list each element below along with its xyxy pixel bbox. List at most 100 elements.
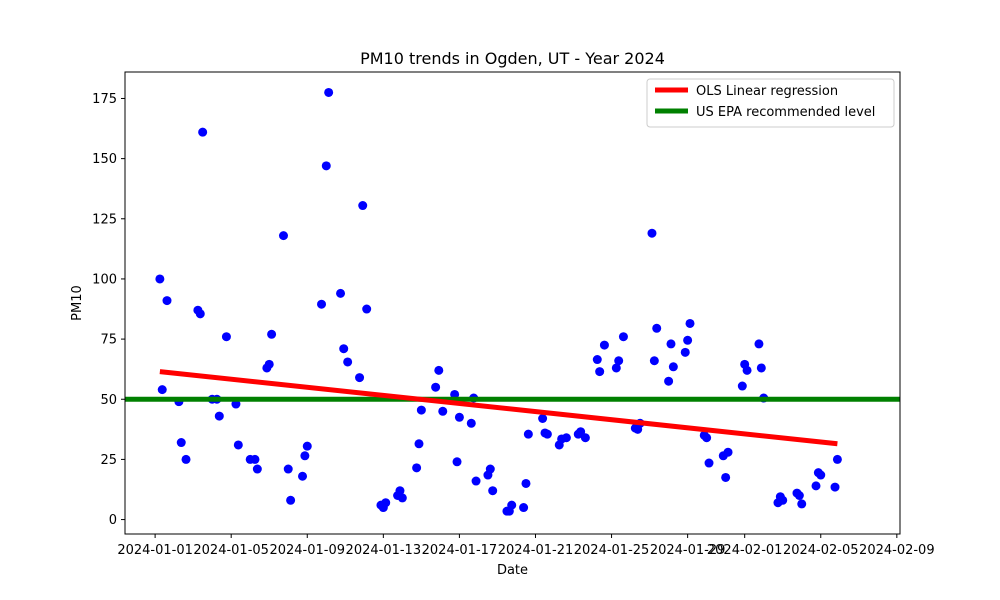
data-point [816, 470, 826, 480]
data-point [412, 463, 422, 473]
data-point [797, 499, 807, 509]
data-point [580, 433, 590, 443]
data-point [794, 491, 804, 500]
data-point [298, 471, 308, 481]
data-point [488, 486, 498, 496]
data-point [434, 365, 444, 375]
data-point [466, 418, 476, 428]
data-point [267, 329, 277, 339]
data-point [176, 438, 186, 448]
plot-frame [124, 71, 901, 535]
data-point [666, 339, 676, 349]
data-point [811, 481, 821, 491]
data-point [576, 427, 586, 437]
data-point [680, 347, 690, 357]
y-axis: 0 25 50 75 100 125 150 175 [92, 92, 125, 528]
data-point [286, 495, 296, 505]
data-point [614, 356, 624, 366]
data-point [454, 412, 464, 422]
data-point [832, 454, 842, 464]
x-tick-label: 2024-01-29 [650, 543, 726, 558]
data-point [198, 127, 208, 137]
y-tick-label: 150 [92, 152, 117, 167]
chart-title: PM10 trends in Ogden, UT - Year 2024 [360, 49, 665, 68]
data-point [321, 161, 331, 171]
data-point [683, 335, 693, 345]
y-axis-title: PM10 [70, 285, 85, 321]
x-tick-label: 2024-02-09 [859, 543, 935, 558]
data-point [221, 332, 231, 342]
data-point [721, 472, 731, 482]
legend: OLS Linear regression US EPA recommended… [646, 78, 895, 128]
data-point [778, 495, 788, 505]
data-point [592, 355, 602, 365]
data-point [523, 429, 533, 439]
data-point [264, 359, 274, 369]
data-point [538, 414, 548, 423]
data-point [355, 373, 365, 383]
y-tick-label: 0 [109, 513, 117, 528]
x-tick-label: 2024-02-01 [707, 543, 783, 558]
data-point [664, 376, 674, 386]
data-point [162, 296, 172, 306]
data-point [742, 365, 752, 375]
data-point [452, 457, 462, 467]
x-tick-label: 2024-01-17 [422, 543, 498, 558]
y-tick-label: 50 [100, 393, 117, 408]
data-point [195, 309, 205, 319]
data-point [704, 458, 714, 468]
y-tick-label: 25 [100, 453, 117, 468]
data-point [416, 405, 426, 415]
data-point [561, 433, 571, 443]
y-tick-label: 100 [92, 272, 117, 287]
data-point [599, 340, 609, 350]
series-lines-layer [125, 369, 900, 447]
data-point [521, 478, 531, 488]
data-point [395, 486, 405, 496]
regression-line [159, 369, 838, 447]
y-tick-label: 125 [92, 212, 117, 227]
data-point [381, 498, 391, 508]
data-point [362, 304, 372, 314]
data-point [756, 363, 766, 373]
x-tick-label: 2024-02-05 [783, 543, 859, 558]
y-tick-label: 75 [100, 333, 117, 348]
x-axis-title: Date [497, 563, 528, 578]
data-points-layer [155, 87, 842, 516]
data-point [233, 440, 243, 450]
data-point [336, 288, 346, 298]
data-point [507, 500, 517, 510]
data-point [830, 482, 840, 492]
data-point [155, 274, 165, 284]
data-point [595, 367, 605, 377]
data-point [181, 454, 191, 464]
data-point [300, 451, 310, 461]
x-tick-label: 2024-01-09 [269, 543, 345, 558]
data-point [250, 454, 260, 464]
data-point [302, 441, 312, 451]
data-point [414, 439, 424, 449]
data-point [471, 476, 481, 486]
x-axis: 2024-01-01 2024-01-05 2024-01-09 2024-01-13… [117, 534, 935, 558]
data-point [283, 464, 293, 474]
data-point [214, 411, 224, 421]
data-point [702, 433, 712, 443]
data-point [278, 231, 288, 241]
data-point [231, 399, 241, 409]
x-tick-label: 2024-01-21 [498, 543, 574, 558]
data-point [754, 339, 764, 349]
legend-label-regression: OLS Linear regression [696, 84, 838, 99]
data-point [737, 381, 747, 391]
data-point [397, 493, 407, 503]
data-point [252, 464, 262, 474]
data-point [358, 201, 368, 211]
data-point [685, 318, 695, 328]
legend-box [646, 78, 895, 128]
x-tick-label: 2024-01-05 [193, 543, 269, 558]
data-point [618, 332, 628, 342]
data-point [647, 228, 657, 238]
data-point [668, 362, 678, 372]
data-point [339, 344, 349, 354]
legend-label-epa: US EPA recommended level [696, 105, 875, 120]
